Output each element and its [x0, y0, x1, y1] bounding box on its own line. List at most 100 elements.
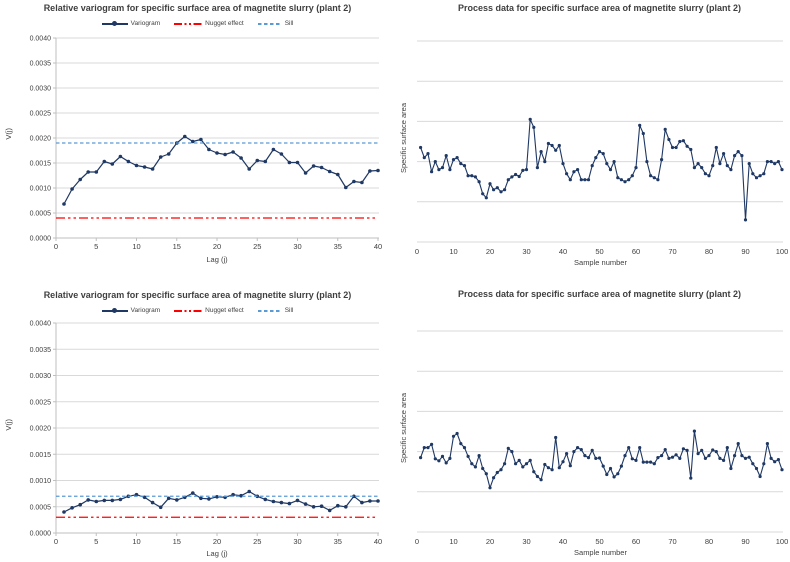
data-point-marker: [78, 177, 82, 182]
data-point-marker: [616, 472, 620, 476]
x-tick-label: 50: [595, 247, 603, 256]
data-point-marker: [459, 442, 463, 446]
data-point-marker: [689, 147, 693, 152]
data-point-marker: [565, 452, 569, 456]
data-point-marker: [303, 171, 308, 175]
x-tick-label: 10: [449, 247, 457, 256]
data-point-marker: [714, 145, 718, 150]
data-point-marker: [579, 448, 583, 452]
data-point-marker: [419, 145, 423, 150]
data-point-marker: [499, 190, 503, 194]
data-point-marker: [700, 448, 704, 452]
data-point-marker: [711, 448, 715, 452]
x-tick-label: 0: [415, 247, 419, 256]
data-point-marker: [70, 187, 74, 191]
x-tick-label: 30: [522, 537, 530, 546]
legend-label-sill: Sill: [284, 20, 294, 27]
y-tick-label: 0.0015: [30, 452, 52, 459]
data-point-marker: [572, 170, 576, 174]
y-tick-label: 0.0000: [30, 236, 52, 243]
data-point-marker: [780, 168, 784, 172]
legend-label-nugget-effect: Nugget effect: [205, 307, 244, 314]
data-point-marker: [535, 474, 539, 479]
data-point-marker: [430, 442, 434, 446]
data-point-marker: [649, 174, 653, 178]
data-point-marker: [608, 466, 613, 471]
data-point-marker: [495, 470, 499, 475]
data-point-marker: [605, 162, 609, 166]
data-point-marker: [336, 172, 340, 177]
data-point-marker: [576, 168, 580, 172]
data-point-marker: [376, 168, 380, 173]
x-axis-title: Lag (j): [206, 549, 228, 558]
data-point-marker: [528, 117, 532, 121]
data-point-marker: [319, 504, 324, 508]
x-tick-label: 40: [559, 247, 567, 256]
variogram-plot-area: 0.0000 0.0005 0.0010 0.0015 0.0020 0.0025 0.00…: [30, 36, 383, 252]
y-tick-label: 0.0035: [30, 61, 52, 68]
data-point-marker: [670, 145, 675, 150]
data-point-marker: [565, 172, 569, 176]
y-tick-label: 0.0020: [30, 426, 52, 433]
data-point-marker: [440, 454, 445, 458]
data-point-marker: [714, 450, 718, 454]
data-point-marker: [327, 169, 332, 174]
data-point-marker: [481, 192, 485, 196]
data-point-marker: [711, 164, 715, 168]
data-point-marker: [594, 156, 598, 160]
legend-item-sill: Sill: [257, 20, 294, 27]
data-point-marker: [660, 454, 664, 458]
data-point-marker: [561, 460, 565, 464]
data-point-marker: [344, 505, 348, 509]
data-point-marker: [142, 165, 147, 169]
data-point-marker: [466, 174, 470, 178]
data-point-marker: [166, 496, 171, 501]
data-point-marker: [191, 139, 195, 144]
y-tick-label: 0.0035: [30, 347, 52, 354]
data-point-marker: [594, 456, 598, 460]
data-point-marker: [612, 160, 616, 164]
data-point-marker: [62, 202, 66, 206]
data-point-marker: [557, 466, 561, 470]
data-point-marker: [667, 456, 671, 460]
data-point-marker: [199, 137, 203, 142]
data-point-marker: [586, 456, 591, 460]
data-point-marker: [707, 454, 711, 458]
data-point-marker: [311, 164, 316, 168]
data-point-marker: [747, 455, 751, 459]
data-point-marker: [583, 178, 587, 182]
data-point-marker: [765, 160, 769, 164]
data-series-line: [63, 135, 379, 205]
data-point-marker: [561, 162, 565, 166]
data-point-marker: [550, 468, 554, 472]
data-point-marker: [758, 474, 762, 479]
data-point-marker: [94, 499, 99, 504]
data-point-marker: [743, 218, 748, 222]
data-point-marker: [619, 178, 623, 182]
data-series-line: [420, 430, 783, 489]
data-point-marker: [579, 178, 583, 182]
data-point-marker: [517, 174, 521, 179]
data-point-marker: [422, 156, 426, 160]
data-point-marker: [543, 462, 547, 467]
data-point-marker: [539, 150, 543, 154]
y-tick-label: 0.0010: [30, 478, 52, 485]
data-point-marker: [576, 446, 580, 450]
variogram-chart-bottom: Relative variogram for specific surface …: [0, 281, 395, 562]
data-point-marker: [696, 162, 700, 166]
y-tick-label: 0.0030: [30, 373, 52, 380]
data-point-marker: [718, 162, 722, 166]
y-tick-label: 0.0005: [30, 504, 52, 511]
data-point-marker: [586, 178, 591, 182]
data-point-marker: [279, 500, 284, 505]
data-point-marker: [703, 172, 707, 176]
data-point-marker: [503, 188, 507, 192]
data-point-marker: [546, 141, 550, 146]
data-point-marker: [623, 454, 627, 458]
data-point-marker: [514, 172, 518, 177]
x-tick-label: 15: [173, 537, 181, 546]
data-point-marker: [231, 150, 235, 154]
data-point-marker: [484, 196, 488, 200]
y-tick-label: 0.0015: [30, 161, 52, 168]
